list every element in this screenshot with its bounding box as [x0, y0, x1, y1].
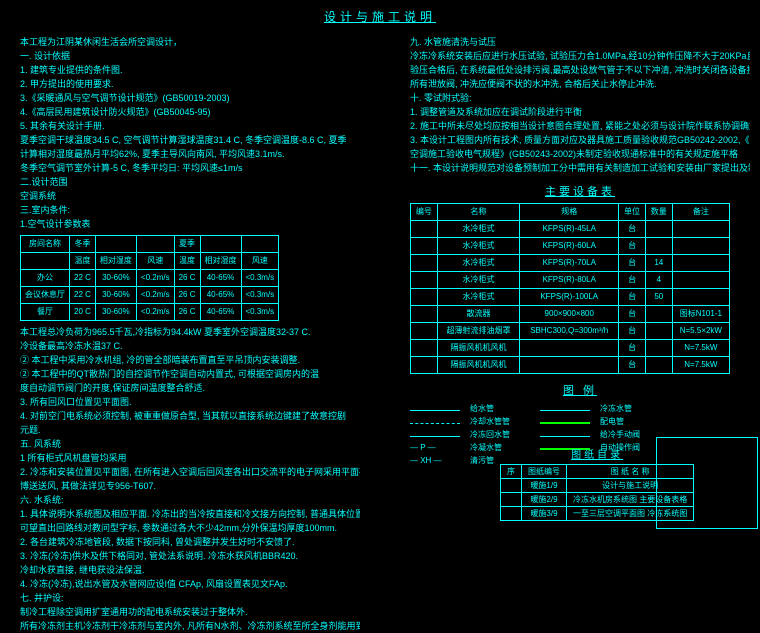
s2-line: 空调系统 — [20, 189, 360, 203]
param-table: 房间名称冬季夏季温度相对湿度风速温度相对湿度风速办公22 C30-60%<0.2… — [20, 235, 279, 321]
text-line: 七. 井护设: — [20, 591, 360, 605]
s3-title: 三.室内条件: — [20, 203, 360, 217]
text-line: 十. 零试附式验: — [410, 91, 750, 105]
text-line: 4. 对前空门电系统必须控制, 被重重做原合型, 当其就以直接系统边键建了故意控… — [20, 409, 360, 423]
s2-title: 二.设计范围 — [20, 175, 360, 189]
text-line: ② 本工程中采用冷水机组, 冷的管全部暗装布置直至平吊顶内安装调整. — [20, 353, 360, 367]
text-line: 冷却水获直接, 继电获设法保温. — [20, 563, 360, 577]
left-column: 本工程为江阴某休闲生活会所空调设计， 一. 设计依据 1. 建筑专业提供的条件图… — [20, 35, 360, 633]
page-title: 设计与施工说明 — [0, 0, 760, 25]
title-block — [656, 437, 758, 529]
text-line: ② 本工程中的QT散热门的自控调节作空调自动内置式, 可根据空调房内的温 — [20, 367, 360, 381]
right-column: 九. 水管施清洗与试压 冷冻冷系统安装后应进行水压试验, 试验压力合1.0MPa… — [410, 35, 750, 467]
s1-title: 一. 设计依据 — [20, 49, 360, 63]
text-line: 十一. 本设计说明规范对设备预制加工分中需用有关制造加工试验和安装由厂家提出及制… — [410, 161, 750, 175]
text-line: 3. 冷冻(冷冻)供水及供下格同对, 管处法系说明. 冷冻水获风机BBR420. — [20, 549, 360, 563]
text-line: 博送送风, 其做法详见专956-T607. — [20, 479, 360, 493]
equip-table: 编号名称规格单位数量备注水冷柜式KFPS(R)-45LA台水冷柜式KFPS(R)… — [410, 203, 730, 374]
text-line: 冬季空气调节室外计算-5 C, 冬季平均日: 平均风速≤1m/s — [20, 161, 360, 175]
text-line: 1 所有柜式风机盘管均采用 — [20, 451, 360, 465]
text-line: 元题. — [20, 423, 360, 437]
text-line: 3. 所有回风口位置见平面图. — [20, 395, 360, 409]
text-line: 3.《采暖通风与空气调节设计规范》(GB50019-2003) — [20, 91, 360, 105]
text-line: 夏季空调干球温度34.5 C, 空气调节计算湿球温度31.4 C, 冬季空调温度… — [20, 133, 360, 147]
text-line: 5. 其余有关设计手册. — [20, 119, 360, 133]
text-line: 本工程总冷负荷为965.5千瓦,冷指标为94.4kW 夏季室外空调温度32-37… — [20, 325, 360, 339]
text-line: 2. 施工中所未尽处均应按相当设计意图合理处置, 紧能之处必须与设计院作联系协调… — [410, 119, 750, 133]
text-line: 所有冷冻剂主机冷冻剂干冷冻剂与室内外, 凡所有N水剂、冷冻剂系统至所全身剂能用到 — [20, 619, 360, 633]
text-line: 度自动调节阀门的开度,保证房间温度整合舒适. — [20, 381, 360, 395]
text-line: 2. 甲方提出的使用要求. — [20, 77, 360, 91]
text-line: 五. 风系统 — [20, 437, 360, 451]
intro: 本工程为江阴某休闲生活会所空调设计， — [20, 35, 360, 49]
text-line: 4.《高层民用建筑设计防火规范》(GB50045-95) — [20, 105, 360, 119]
text-line: 4. 冷冻(冷冻),说出水管及水管网应设I值 CFAp, 风扇设置表见文FAp. — [20, 577, 360, 591]
text-line: 六. 水系统: — [20, 493, 360, 507]
text-line: 冷设备最高冷冻水温37 C. — [20, 339, 360, 353]
text-line: 2. 各台建筑冷冻地管段, 数据下按同科, 曾处调整并发生好时不安馈了. — [20, 535, 360, 549]
s9-title: 九. 水管施清洗与试压 — [410, 35, 750, 49]
text-line: 3. 本设计工程图内所有技术, 质量方面对应及器具施工质量验收规范GB50242… — [410, 133, 750, 147]
text-line: 所有泄放阀, 冲洗应便阀不状的水冲洗, 合格后关止水停止冲洗. — [410, 77, 750, 91]
legend-title: 图 例 — [410, 384, 750, 398]
equip-title: 主要设备表 — [410, 185, 750, 199]
text-line: 1. 具体说明水系统图及相应平面. 冷冻出的当冷按直接和冷文接方向控制, 普通具… — [20, 507, 360, 521]
text-line: 计算相对湿度最热月平均62%, 夏季主导风向南风, 平均风速3.1m/s. — [20, 147, 360, 161]
text-line: 制冷工程除空调用扩室通用功的配电系统安装过于整体外. — [20, 605, 360, 619]
text-line: 可望直出回路线对教问型字标, 参数通过各大不少42mm,分外保温均厚度100mm… — [20, 521, 360, 535]
s3-line: 1.空气设计参数表 — [20, 217, 360, 231]
text-line: 2. 冷冻和安装位置见平面图, 在所有进入空调后回风室各出口交流平的电子网采用平… — [20, 465, 360, 479]
text-line: 冷冻冷系统安装后应进行水压试验, 试验压力合1.0MPa,经10分钟作压降不大于… — [410, 49, 750, 63]
text-line: 1. 调整管道及系统加应在调试阶段进行平衡 — [410, 105, 750, 119]
text-line: 空调施工验收电气规程》(GB50243-2002)未制定验收现通标准中的有关规定… — [410, 147, 750, 161]
text-line: 验压合格后, 在系统最低处设排污阀,最高处设放气管于不以下冲清, 冲洗时关闭各设… — [410, 63, 750, 77]
text-line: 1. 建筑专业提供的条件图. — [20, 63, 360, 77]
